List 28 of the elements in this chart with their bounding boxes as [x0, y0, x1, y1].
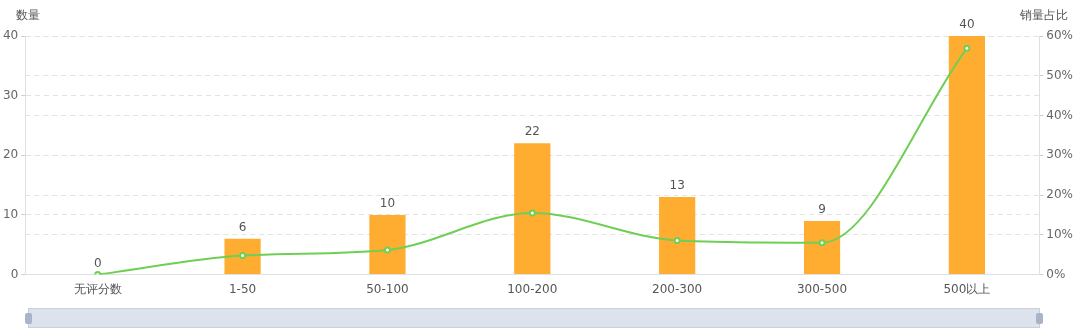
data-label: 10 — [379, 196, 396, 211]
y-tick-label: 10 — [2, 207, 19, 222]
y-tick-label: 20 — [2, 147, 19, 162]
data-label: 6 — [238, 219, 247, 234]
x-tick-label: 100-200 — [507, 281, 558, 296]
y2-tick-label: 20% — [1046, 187, 1073, 202]
y2-tick-label: 50% — [1046, 67, 1073, 82]
y2-tick-label: 40% — [1046, 107, 1073, 122]
y-axis-title: 数量 — [16, 8, 40, 23]
y-tick-label: 0 — [10, 266, 19, 281]
data-label: 22 — [524, 124, 540, 139]
y2-tick-label: 60% — [1046, 28, 1073, 43]
x-tick-label: 1-50 — [228, 281, 257, 296]
data-label: 13 — [669, 178, 685, 193]
data-label: 9 — [818, 202, 826, 217]
x-tick-label: 无评分数 — [73, 281, 122, 296]
y2-tick-label: 0% — [1046, 266, 1066, 281]
y-tick-label: 30 — [2, 87, 19, 102]
data-label: 40 — [959, 17, 975, 32]
x-tick-label: 300-500 — [796, 281, 848, 296]
y2-axis-title: 销量占比 — [1019, 8, 1068, 23]
y-tick-label: 40 — [2, 28, 19, 43]
x-tick-label: 200-300 — [652, 281, 703, 296]
y2-tick-label: 10% — [1046, 226, 1073, 241]
x-tick-label: 500以上 — [943, 281, 991, 296]
y2-tick-label: 30% — [1046, 147, 1073, 162]
x-tick-label: 50-100 — [366, 281, 409, 296]
data-label: 0 — [93, 255, 102, 270]
